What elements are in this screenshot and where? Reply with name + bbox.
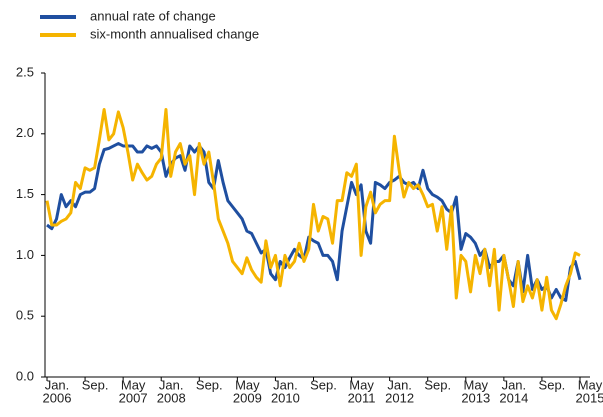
y-tick-label: 0.5 — [16, 308, 34, 323]
x-tick-label: 2008 — [157, 390, 186, 405]
y-tick-label: 1.5 — [16, 186, 34, 201]
x-tick-label: Sep. — [424, 377, 451, 392]
x-tick-label: 2010 — [271, 390, 300, 405]
series-line — [45, 107, 581, 321]
x-tick-label: 2006 — [43, 390, 72, 405]
series-line — [46, 142, 582, 302]
x-tick-label: Jan. — [45, 377, 70, 392]
x-tick-label: 2015 — [576, 390, 603, 405]
x-tick-label: Jan. — [159, 377, 184, 392]
x-tick-label: 2014 — [499, 390, 528, 405]
x-tick-label: May — [578, 377, 603, 392]
legend-label: annual rate of change — [90, 8, 216, 23]
x-tick-label: 2011 — [348, 390, 376, 405]
x-tick-label: 2013 — [461, 390, 490, 405]
x-tick-label: 2009 — [233, 390, 262, 405]
x-tick-label: May — [349, 377, 374, 392]
x-tick-label: Sep. — [196, 377, 223, 392]
x-tick-label: 2012 — [385, 390, 414, 405]
x-tick-label: May — [235, 377, 260, 392]
x-tick-label: Sep. — [539, 377, 566, 392]
y-tick-label: 1.0 — [16, 247, 34, 262]
x-tick-label: Jan. — [387, 377, 412, 392]
x-tick-label: Sep. — [82, 377, 109, 392]
x-tick-label: Jan. — [502, 377, 527, 392]
x-tick-label: 2007 — [119, 390, 148, 405]
x-tick-label: Sep. — [310, 377, 337, 392]
x-tick-label: May — [464, 377, 489, 392]
legend-label: six-month annualised change — [90, 26, 259, 41]
y-tick-label: 2.0 — [16, 125, 34, 140]
x-tick-label: Jan. — [273, 377, 298, 392]
y-tick-label: 2.5 — [16, 64, 34, 79]
x-tick-label: May — [121, 377, 146, 392]
y-tick-label: 0.0 — [16, 368, 34, 383]
